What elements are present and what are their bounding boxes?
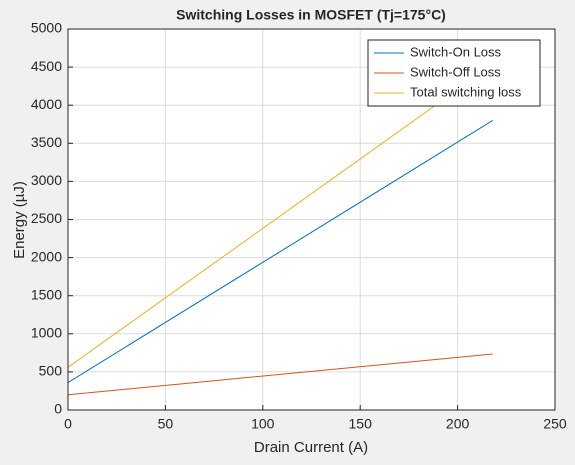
x-tick-label: 50 [158,416,174,432]
x-tick-label: 0 [64,416,72,432]
line-series [67,64,493,368]
line-series [67,353,493,396]
x-tick-label: 250 [543,416,567,432]
y-tick-label: 1000 [31,325,62,341]
y-tick-label: 4500 [31,58,62,74]
axes-box [67,28,556,411]
legend-label: Switch-On Loss [410,44,502,59]
x-tick-label: 200 [446,416,470,432]
y-tick-label: 3000 [31,172,62,188]
y-tick-label: 1500 [31,286,62,302]
y-axis-label: Energy (µJ) [11,181,28,259]
x-tick-label: 150 [349,416,373,432]
y-tick-label: 3500 [31,134,62,150]
line-series [67,120,493,383]
legend-label: Switch-Off Loss [410,64,501,79]
x-axis-label: Drain Current (A) [254,439,368,456]
y-tick-label: 5000 [31,20,62,36]
y-tick-label: 0 [54,401,62,417]
y-tick-label: 4000 [31,96,62,112]
y-tick-label: 2000 [31,248,62,264]
chart-title: Switching Losses in MOSFET (Tj=175°C) [176,7,446,23]
x-tick-label: 100 [251,416,275,432]
legend-label: Total switching loss [410,84,522,99]
y-tick-label: 500 [39,363,63,379]
y-tick-label: 2500 [31,210,62,226]
